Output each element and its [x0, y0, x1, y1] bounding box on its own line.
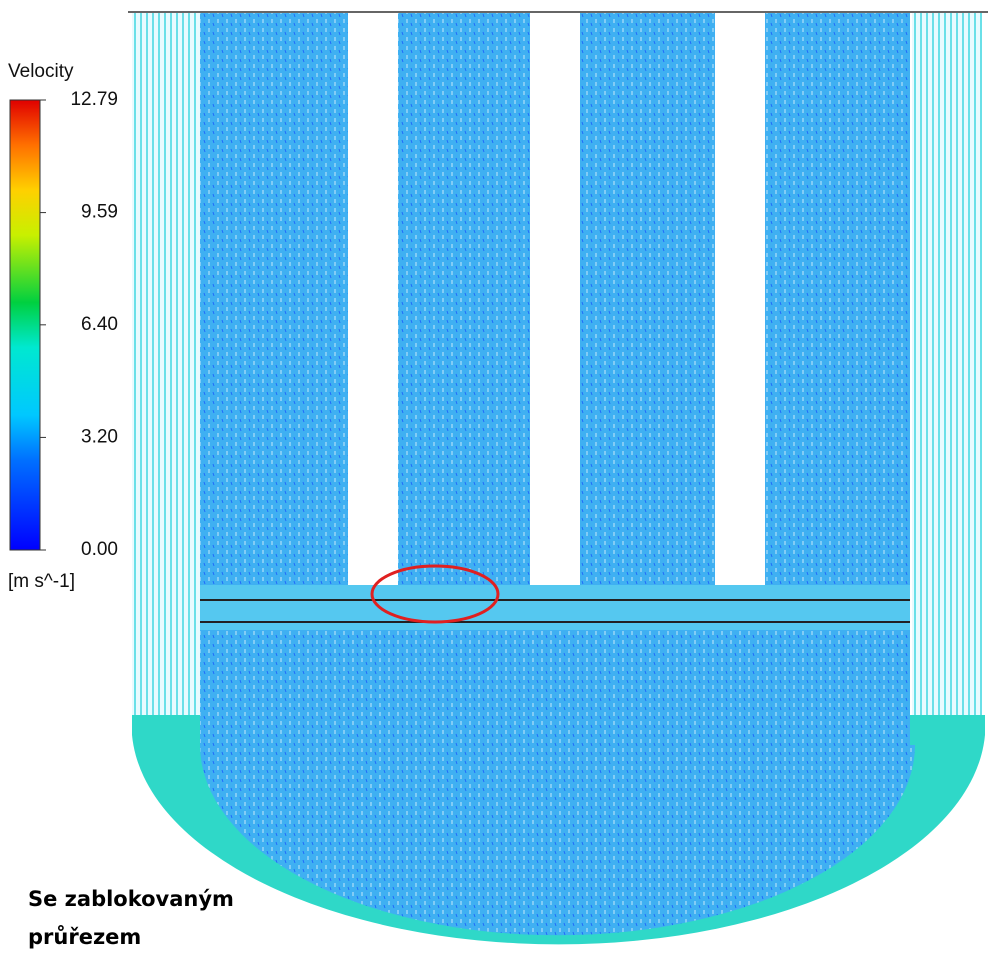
plate-band [200, 585, 910, 630]
tick-label: 9.59 [81, 202, 118, 223]
channel [200, 12, 348, 587]
colorbar-ticks: 12.79 9.59 6.40 3.20 0.00 [40, 89, 118, 560]
channel [580, 12, 715, 587]
colorbar-title: Velocity [8, 61, 74, 82]
channel [398, 12, 530, 587]
tick-label: 3.20 [81, 426, 118, 447]
caption: Se zablokovaným průřezem [28, 887, 234, 949]
vessel [128, 11, 988, 945]
highlight-ellipse [370, 564, 500, 624]
tick-label: 6.40 [81, 314, 118, 335]
tick-label: 12.79 [70, 89, 118, 110]
tube-bundle [200, 745, 915, 936]
channel [765, 12, 910, 587]
right-annulus [912, 12, 982, 717]
left-annulus [132, 12, 202, 717]
colorbar-unit: [m s^-1] [8, 571, 75, 592]
colorbar [9, 99, 41, 551]
lower-plenum [200, 630, 910, 748]
tick-label: 0.00 [81, 539, 118, 560]
